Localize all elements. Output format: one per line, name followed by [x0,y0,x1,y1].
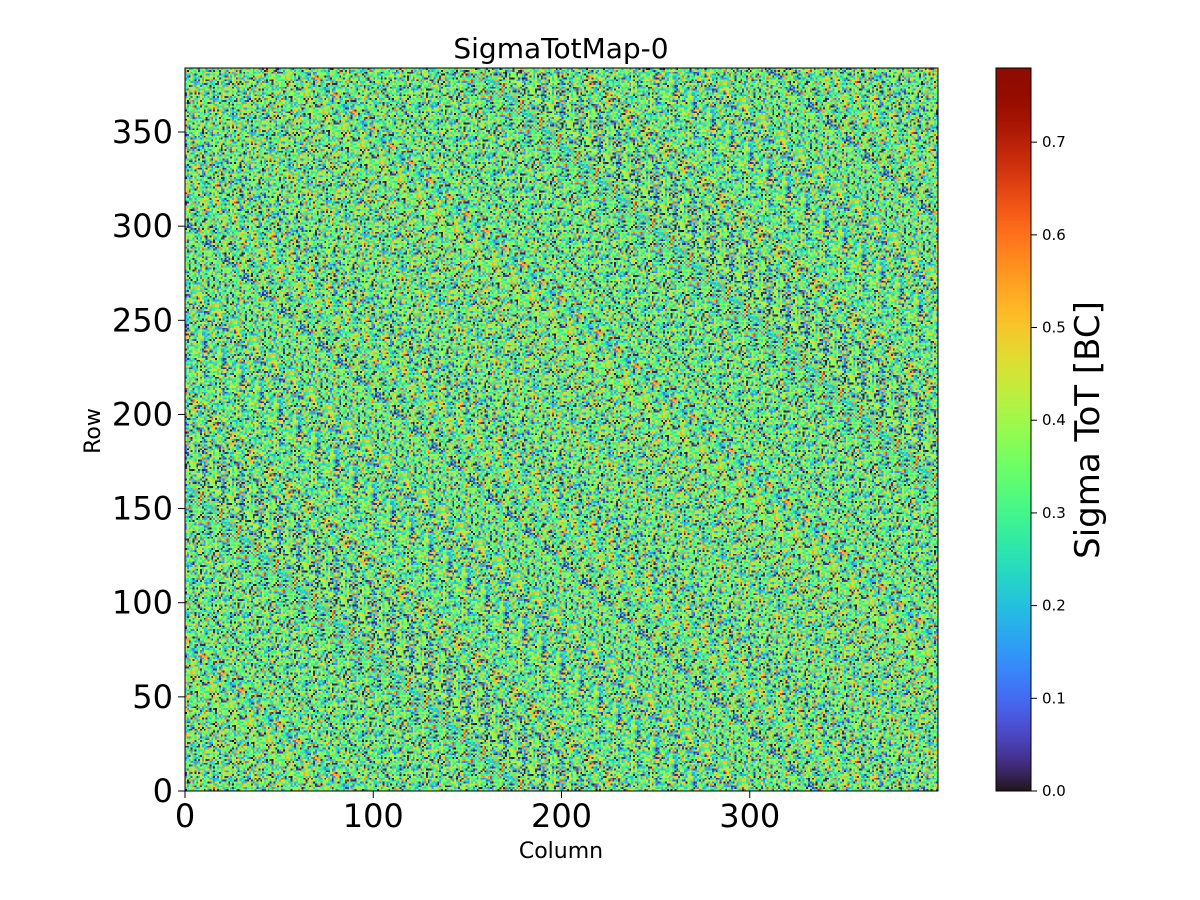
y-tick-label: 300 [112,207,173,245]
colorbar-tick-label: 0.1 [1042,689,1066,707]
colorbar-tick-label: 0.2 [1042,597,1066,615]
colorbar-tick-label: 0.0 [1042,782,1066,800]
plot-frame [184,67,939,792]
colorbar-label: Sigma ToT [BC] [1068,301,1108,559]
x-tick-label: 100 [343,797,404,835]
colorbar-tick-label: 0.7 [1042,133,1066,151]
y-axis-ticks: 0 50 100 150 200 250 300 350 [112,113,185,810]
y-tick-label: 350 [112,113,173,151]
y-tick-label: 50 [132,678,173,716]
y-tick-label: 0 [153,772,173,810]
heatmap-image [185,68,938,791]
x-axis-label: Column [519,839,603,864]
colorbar-tick-label: 0.5 [1042,319,1066,337]
colorbar-ticks: 0.0 0.1 0.2 0.3 0.4 0.5 0.6 0.7 [1031,133,1066,800]
colorbar-frame [995,67,1032,792]
colorbar-tick-label: 0.6 [1042,226,1066,244]
y-tick-label: 100 [112,584,173,622]
y-tick-label: 200 [112,395,173,433]
y-tick-label: 150 [112,490,173,528]
y-tick-label: 250 [112,301,173,339]
x-tick-label: 200 [531,797,592,835]
x-tick-label: 0 [175,797,195,835]
x-axis-ticks: 0 100 200 300 [175,791,780,835]
colorbar-tick-label: 0.4 [1042,411,1066,429]
colorbar-tick-label: 0.3 [1042,504,1066,522]
chart-title: SigmaTotMap-0 [453,32,668,65]
x-tick-label: 300 [719,797,780,835]
colorbar-gradient [996,68,1031,791]
y-axis-label: Row [81,408,106,454]
